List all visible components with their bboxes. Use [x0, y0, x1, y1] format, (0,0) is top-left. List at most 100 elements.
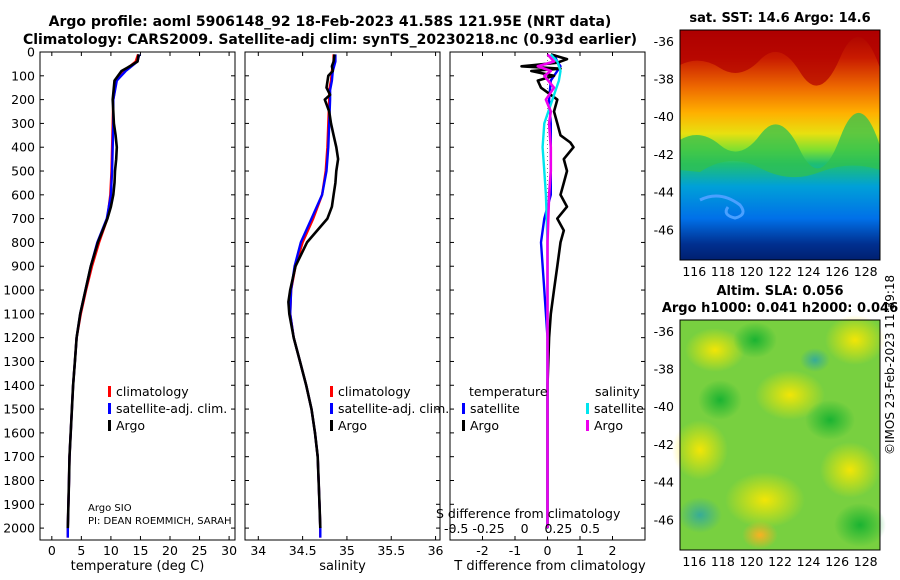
y-tick-label: 200: [11, 92, 35, 107]
figure-title-line2: Climatology: CARS2009. Satellite-adj cli…: [22, 32, 638, 48]
y-tick-label: 1000: [3, 283, 35, 298]
s-difference-overlay: S difference from climatology -0.5 -0.25…: [436, 506, 620, 536]
salinity-xlabel: salinity: [319, 559, 366, 574]
lon-tick-label: 126: [825, 554, 849, 569]
y-tick-label: 100: [11, 68, 35, 83]
y-tick-label: 700: [11, 211, 35, 226]
x-tick-label: 1: [576, 543, 584, 558]
lat-tick-label: -40: [654, 399, 674, 414]
profile-panel-1: 34 34.5 35 35.5 36: [244, 51, 444, 558]
legend-swatch: [330, 403, 333, 414]
lon-tick-label: 120: [739, 554, 763, 569]
salinity-legend: climatology satellite-adj. clim. Argo: [330, 383, 449, 434]
lat-tick-label: -38: [654, 362, 674, 377]
lon-tick-label: 122: [768, 264, 792, 279]
legend-swatch: [330, 420, 333, 431]
y-tick-label: 400: [11, 140, 35, 155]
diff-xlabel: T difference from climatology: [454, 559, 646, 574]
sst-eddy: [699, 194, 745, 220]
lon-tick-label: 116: [682, 264, 706, 279]
lon-tick-label: 128: [854, 264, 878, 279]
x-tick-label: 35: [339, 543, 355, 558]
legend-item-argo: Argo: [108, 417, 227, 434]
x-tick-label: 10: [103, 543, 119, 558]
y-tick-label: 1400: [3, 378, 35, 393]
legend-swatch: [108, 386, 111, 397]
lat-tick-label: -42: [654, 437, 674, 452]
profile-panel-0: 0 5 10 15 20 25 300100200300400500600700800900…: [3, 45, 237, 559]
legend-item-sal-satellite: satellite: [586, 400, 644, 417]
sst-front-band: [680, 112, 880, 178]
legend-header-salinity: salinity: [595, 384, 640, 399]
series-line-temperature-argo: [520, 53, 575, 529]
sla-map: [672, 315, 886, 551]
lat-tick-label: -42: [654, 147, 674, 162]
sla-map-title-line1: Altim. SLA: 0.056: [716, 284, 844, 299]
legend-item-satellite-adj: satellite-adj. clim.: [108, 400, 227, 417]
lon-tick-label: 124: [797, 554, 821, 569]
series-line-argo: [287, 54, 340, 529]
sst-map: [679, 29, 881, 261]
lat-tick-label: -44: [654, 475, 674, 490]
sla-map-title-line2: Argo h1000: 0.041 h2000: 0.046: [661, 301, 899, 316]
x-tick-label: 2: [609, 543, 617, 558]
x-tick-label: -1: [509, 543, 521, 558]
lon-tick-label: 118: [711, 264, 735, 279]
y-tick-label: 500: [11, 164, 35, 179]
pi-line1: Argo SIO: [88, 503, 132, 514]
series-line-salinity-argo: [536, 53, 556, 529]
x-tick-label: 25: [192, 543, 208, 558]
lon-tick-label: 124: [797, 264, 821, 279]
figure-title-line1: Argo profile: aoml 5906148_92 18-Feb-202…: [48, 14, 612, 30]
legend-swatch: [108, 420, 111, 431]
legend-swatch: [586, 403, 589, 414]
y-tick-label: 1300: [3, 354, 35, 369]
lon-tick-label: 122: [768, 554, 792, 569]
legend-header-temperature: temperature: [469, 384, 548, 399]
temperature-legend: climatology satellite-adj. clim. Argo: [108, 383, 227, 434]
legend-item-satellite-adj: satellite-adj. clim.: [330, 400, 449, 417]
lat-tick-label: -38: [654, 72, 674, 87]
x-tick-label: 35.5: [377, 543, 405, 558]
lon-tick-label: 118: [711, 554, 735, 569]
legend-item-climatology: climatology: [330, 383, 449, 400]
lon-tick-label: 116: [682, 554, 706, 569]
lat-tick-label: -44: [654, 185, 674, 200]
s-difference-label: S difference from climatology: [436, 506, 621, 521]
legend-swatch: [462, 403, 465, 414]
sst-map-title: sat. SST: 14.6 Argo: 14.6: [689, 11, 871, 26]
x-tick-label: 5: [77, 543, 85, 558]
y-tick-label: 800: [11, 235, 35, 250]
x-tick-label: 0: [48, 543, 56, 558]
sst-map-axes: 116 118 120 122 124 126 128 -36 -38 -40 -42 -44 -46: [654, 34, 878, 279]
x-tick-label: 34: [250, 543, 266, 558]
y-tick-label: 2000: [3, 521, 35, 536]
lon-tick-label: 128: [854, 554, 878, 569]
sst-warm-band: [680, 30, 880, 86]
lon-tick-label: 126: [825, 264, 849, 279]
profile-panel-2: -2 -1 0 1 2: [449, 51, 646, 558]
panel-frame: [39, 51, 236, 541]
y-tick-label: 300: [11, 116, 35, 131]
lon-tick-label: 120: [739, 264, 763, 279]
sst-map-frame: [679, 29, 881, 261]
y-tick-label: 600: [11, 187, 35, 202]
legend-item-climatology: climatology: [108, 383, 227, 400]
x-tick-label: 15: [133, 543, 149, 558]
legend-swatch: [586, 420, 589, 431]
lat-tick-label: -36: [654, 324, 674, 339]
y-tick-label: 1900: [3, 497, 35, 512]
y-tick-label: 900: [11, 259, 35, 274]
legend-swatch: [462, 420, 465, 431]
x-tick-label: -2: [476, 543, 488, 558]
lat-tick-label: -40: [654, 109, 674, 124]
legend-item-sal-argo: Argo: [586, 417, 644, 434]
lat-tick-label: -36: [654, 34, 674, 49]
y-tick-label: 1800: [3, 473, 35, 488]
lat-tick-label: -46: [654, 512, 674, 527]
y-tick-label: 0: [27, 45, 35, 60]
series-line-argo: [66, 54, 140, 529]
y-tick-label: 1100: [3, 306, 35, 321]
x-tick-label: 36: [428, 543, 444, 558]
